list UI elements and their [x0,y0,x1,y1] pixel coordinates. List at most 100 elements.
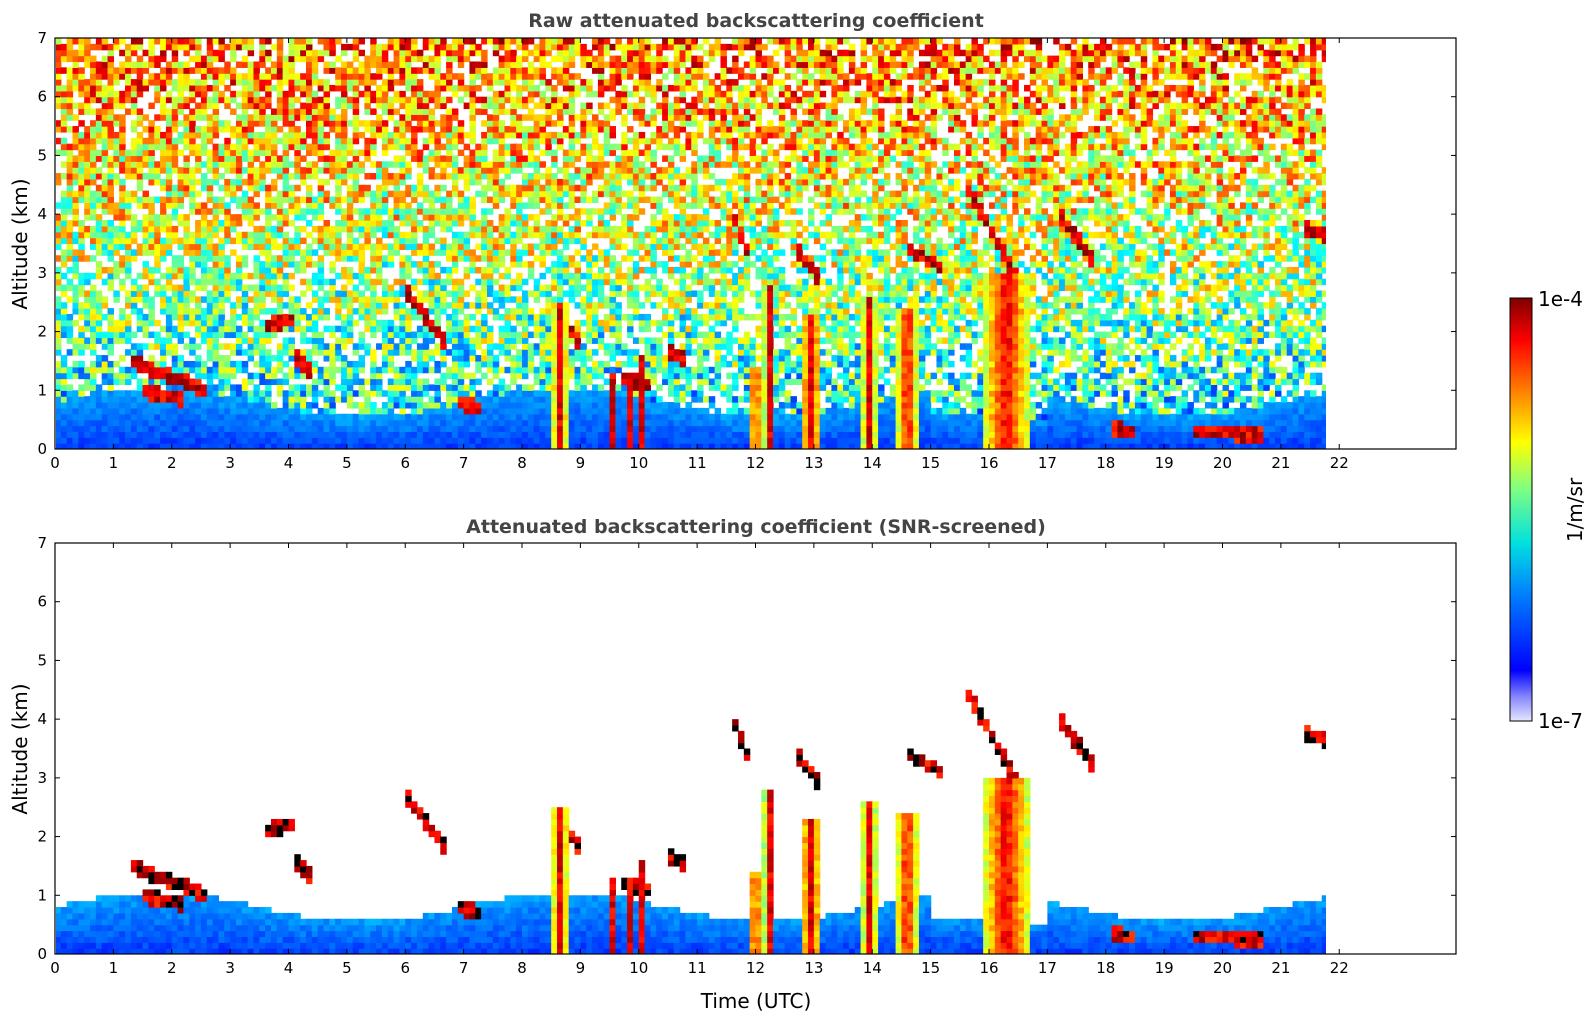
heatmap-cell [265,202,272,209]
heatmap-cell [416,366,424,374]
heatmap-cell [568,325,576,333]
heatmap-cell [107,431,114,438]
heatmap-cell [411,366,418,374]
heatmap-cell [522,372,529,380]
heatmap-cell [241,413,249,421]
heatmap-cell [300,255,307,262]
heatmap-cell [247,343,255,350]
heatmap-cell [241,419,249,427]
heatmap-cell [492,178,500,186]
heatmap-cell [551,331,558,339]
heatmap-cell [352,208,360,215]
heatmap-cell [107,308,114,315]
heatmap-cell [165,108,173,115]
heatmap-cell [539,126,546,133]
heatmap-cell [335,302,342,309]
heatmap-cell [247,184,255,192]
heatmap-cell [358,49,365,57]
heatmap-cell [212,325,220,333]
heatmap-cell [393,196,401,203]
heatmap-cell [399,161,406,168]
heatmap-cell [101,313,109,321]
heatmap-cell [364,443,371,449]
heatmap-cell [72,102,79,110]
heatmap-cell [335,96,342,104]
heatmap-cell [66,43,74,51]
heatmap-cell [440,266,447,274]
heatmap-cell [247,443,255,449]
heatmap-cell [533,131,541,139]
heatmap-cell [510,278,517,286]
heatmap-cell [183,272,190,280]
heatmap-cell [142,49,149,57]
heatmap-cell [539,349,546,356]
heatmap-cell [446,419,453,427]
heatmap-cell [457,73,465,80]
heatmap-cell [545,237,552,245]
heatmap-cell [212,120,220,127]
heatmap-cell [510,331,517,339]
heatmap-cell [568,102,576,110]
heatmap-cell [364,149,371,157]
heatmap-cell [411,38,418,45]
heatmap-cell [469,390,476,397]
heatmap-cell [486,272,494,280]
heatmap-cell [84,79,91,86]
heatmap-cell [469,126,476,133]
heatmap-cell [206,225,214,233]
heatmap-cell [393,249,401,256]
heatmap-cell [282,284,290,292]
heatmap-cell [136,137,144,145]
heatmap-cell [282,108,290,115]
heatmap-cell [136,149,144,157]
heatmap-cell [259,231,266,239]
heatmap-cell [527,96,535,104]
heatmap-cell [195,243,202,250]
heatmap-cell [516,272,523,280]
heatmap-cell [545,143,552,151]
heatmap-cell [72,84,79,92]
heatmap-cell [241,143,249,151]
heatmap-cell [545,137,552,145]
heatmap-cell [282,413,290,421]
heatmap-cell [288,196,295,203]
heatmap-cell [253,308,260,315]
heatmap-cell [346,443,354,449]
heatmap-cell [200,67,208,74]
heatmap-cell [200,255,208,262]
heatmap-cell [527,143,535,151]
heatmap-cell [428,308,436,315]
heatmap-cell [60,308,68,315]
heatmap-cell [352,390,360,397]
heatmap-cell [446,114,453,121]
heatmap-cell [469,167,476,174]
heatmap-cell [545,355,552,362]
heatmap-cell [154,243,161,250]
heatmap-cell [224,431,231,438]
heatmap-cell [469,79,476,86]
heatmap-cell [259,366,266,374]
heatmap-cell [510,126,517,133]
heatmap-cell [212,38,220,45]
heatmap-cell [463,390,471,397]
heatmap-cell [78,102,85,110]
heatmap-cell [399,390,406,397]
heatmap-cell [522,278,529,286]
heatmap-cell [72,61,79,68]
heatmap-cell [218,79,225,86]
heatmap-cell [551,319,558,327]
heatmap-cell [189,443,196,449]
heatmap-cell [66,220,74,227]
heatmap-cell [428,325,436,333]
heatmap-cell [533,67,541,74]
heatmap-cell [60,407,68,415]
heatmap-cell [516,437,523,444]
heatmap-cell [276,308,284,315]
heatmap-cell [522,143,529,151]
heatmap-cell [125,431,132,438]
heatmap-cell [66,313,74,321]
heatmap-cell [568,90,576,98]
heatmap-cell [522,402,529,409]
heatmap-cell [457,396,465,403]
heatmap-cell [160,272,167,280]
